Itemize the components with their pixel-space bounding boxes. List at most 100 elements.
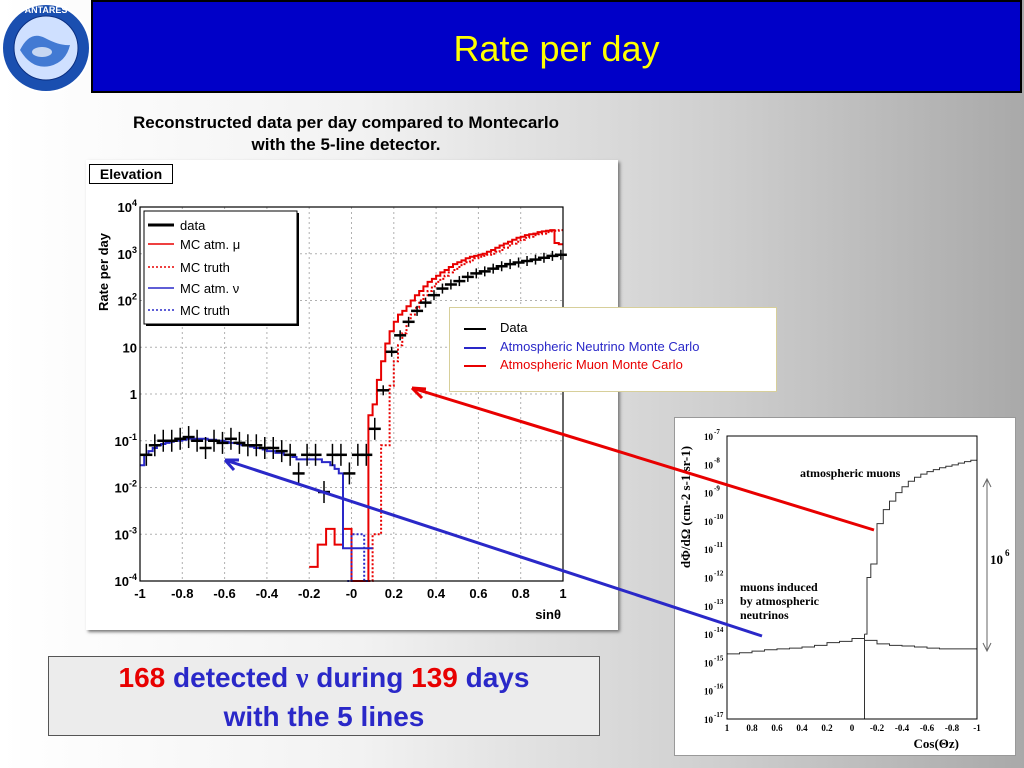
y-tick-label: 10-3 — [115, 525, 137, 542]
data-point — [233, 431, 246, 454]
ref-annotation-nu2: by atmospheric — [740, 594, 820, 608]
days-text: days — [457, 662, 530, 693]
ref-y-tick-exp: -9 — [714, 485, 720, 493]
legend2-nu-swatch — [464, 346, 486, 349]
during-text: during — [308, 662, 412, 693]
legend2-data-row: Data — [464, 319, 527, 337]
x-tick-label: 0.4 — [427, 586, 446, 601]
ref-x-tick-label: -0.2 — [870, 723, 885, 733]
result-line-1: 168 detected ν during 139 days — [49, 659, 599, 698]
data-point — [191, 429, 204, 452]
ref-y-tick-label: 10 — [704, 432, 714, 442]
ref-y-tick-label: 10 — [704, 630, 714, 640]
ref-y-tick-label: 10 — [704, 715, 714, 725]
legend2-nu-label: Atmospheric Neutrino Monte Carlo — [500, 339, 700, 354]
ref-y-tick-label: 10 — [704, 602, 714, 612]
y-tick-label: 104 — [118, 198, 137, 215]
ref-y-tick-exp: -7 — [714, 428, 720, 436]
x-tick-label: -0.4 — [256, 586, 279, 601]
ref-annotation-nu3: neutrinos — [740, 608, 789, 622]
data-point — [436, 283, 449, 294]
data-point — [495, 261, 508, 272]
x-tick-label: 0.2 — [385, 586, 403, 601]
ref-y-tick-exp: -15 — [714, 654, 724, 662]
result-summary-box: 168 detected ν during 139 days with the … — [48, 656, 600, 736]
ref-x-tick-label: -0.6 — [920, 723, 935, 733]
ref-y-tick-label: 10 — [704, 687, 714, 697]
ref-y-tick-exp: -13 — [714, 598, 724, 606]
data-point — [208, 429, 221, 452]
detected-count: 168 — [118, 662, 166, 693]
logo-text: ANTARES — [25, 5, 68, 15]
ref-x-tick-label: 0.8 — [746, 723, 758, 733]
ref-y-tick-label: 10 — [704, 517, 714, 527]
legend2-nu-row: Atmospheric Neutrino Monte Carlo — [464, 338, 699, 356]
y-tick-label: 102 — [118, 292, 137, 309]
data-point — [529, 254, 542, 265]
x-tick-label: 0.8 — [512, 586, 530, 601]
legend-data: data — [180, 218, 206, 233]
data-point — [284, 443, 297, 466]
ref-series — [727, 459, 978, 719]
ref-annotation-muons: atmospheric muons — [800, 466, 901, 480]
ref-ratio-base: 10 — [990, 552, 1003, 567]
ref-x-tick-label: 0 — [850, 723, 855, 733]
ref-x-tick-label: -0.8 — [945, 723, 960, 733]
data-point — [554, 249, 567, 260]
ref-y-tick-exp: -17 — [714, 711, 724, 719]
ref-series-line-1 — [727, 638, 977, 655]
data-point — [368, 417, 381, 440]
data-point — [148, 434, 161, 457]
data-point — [537, 252, 550, 263]
ref-y-tick-exp: -16 — [714, 683, 724, 691]
x-tick-label: -0.2 — [298, 586, 320, 601]
ref-y-tick-exp: -14 — [714, 626, 724, 634]
ref-x-tick-label: 0.4 — [796, 723, 808, 733]
data-point — [250, 434, 263, 457]
data-point — [309, 443, 322, 466]
data-point — [385, 346, 398, 357]
subtitle-line-2: with the 5-line detector. — [251, 135, 441, 154]
chart-legend: data MC atm. μ MC truth MC atm. ν MC tru… — [143, 210, 299, 326]
ref-y-axis-label-group: dΦ/dΩ (cm-2 s-1 sr-1) — [678, 446, 693, 568]
data-point — [267, 436, 280, 459]
data-point — [140, 443, 153, 466]
data-point — [343, 462, 356, 485]
ref-series-line-0 — [864, 459, 978, 635]
subtitle-line-1: Reconstructed data per day compared to M… — [132, 113, 560, 132]
data-point — [165, 429, 178, 452]
y-tick-label: 10-1 — [115, 432, 137, 449]
ref-y-tick-exp: -10 — [714, 513, 724, 521]
ref-ratio-exp: 6 — [1005, 548, 1010, 558]
data-point — [199, 436, 212, 459]
legend2-mu-swatch — [464, 364, 486, 367]
ref-x-tick-label: -0.4 — [895, 723, 910, 733]
data-point — [453, 276, 466, 287]
page-title: Rate per day — [453, 28, 660, 69]
data-point — [216, 431, 229, 454]
data-point — [512, 257, 525, 268]
data-point — [504, 259, 517, 270]
ref-y-tick-label: 10 — [704, 574, 714, 584]
ref-y-tick-exp: -11 — [714, 541, 723, 549]
legend2-mu-label: Atmospheric Muon Monte Carlo — [500, 357, 683, 372]
chart-subtitle: Reconstructed data per day compared to M… — [70, 112, 622, 156]
header-bar: Rate per day — [91, 0, 1022, 93]
y-tick-label: 1 — [130, 387, 137, 402]
data-point — [411, 305, 424, 316]
data-point — [478, 266, 491, 277]
data-point — [470, 268, 483, 279]
data-point — [182, 426, 195, 449]
data-point — [377, 385, 390, 396]
data-point — [318, 481, 331, 504]
data-point — [174, 427, 187, 450]
ref-y-tick-label: 10 — [704, 545, 714, 555]
data-point — [487, 263, 500, 274]
y-tick-label: 10-4 — [115, 572, 137, 589]
days-count: 139 — [411, 662, 458, 693]
y-tick-label: 103 — [118, 245, 137, 262]
y-tick-label: 10-2 — [115, 479, 137, 496]
x-tick-label: -0 — [346, 586, 358, 601]
legend2-data-swatch — [464, 327, 486, 330]
reference-chart: 1 0.8 0.6 0.4 0.2 0 -0.2 -0.4 -0.6 -0.8 -110-710-8… — [678, 428, 1010, 751]
